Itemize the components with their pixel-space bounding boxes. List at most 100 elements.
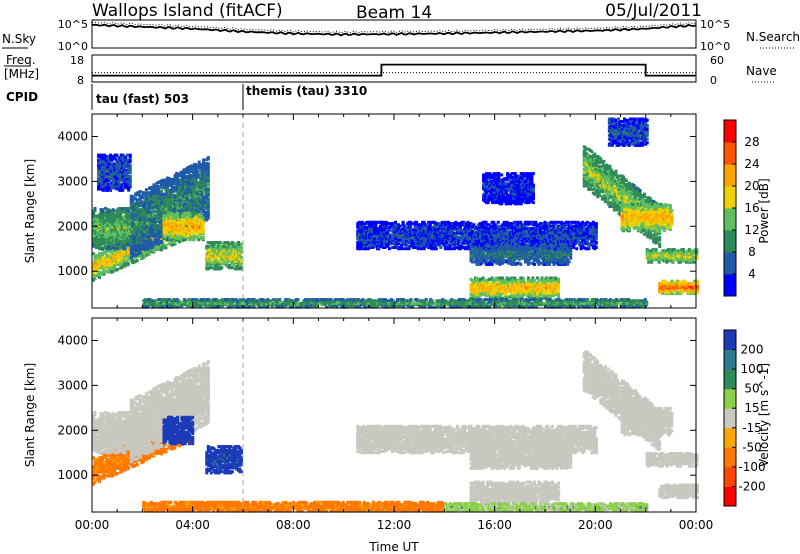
heatmap-cell — [128, 153, 132, 157]
heatmap-cell — [99, 225, 103, 229]
heatmap-cell — [114, 237, 118, 241]
heatmap-cell — [93, 217, 97, 220]
heatmap-cell — [235, 244, 239, 248]
heatmap-cell — [124, 156, 128, 160]
heatmap-cell — [190, 185, 194, 189]
heatmap-cell — [120, 209, 124, 213]
heatmap-cell — [173, 209, 177, 213]
heatmap-cell — [189, 220, 193, 224]
heatmap-cell — [173, 199, 177, 203]
heatmap-cell — [197, 210, 201, 214]
heatmap-cell — [187, 236, 191, 240]
heatmap-cell — [156, 184, 160, 188]
heatmap-cell — [180, 235, 184, 239]
noise-right-tick-bottom: 10^0 — [700, 40, 730, 53]
heatmap-cell — [203, 211, 207, 215]
heatmap-cell — [140, 247, 144, 251]
heatmap-cell — [93, 207, 97, 210]
heatmap-cell — [128, 215, 132, 219]
nave-label: Nave — [746, 64, 777, 78]
heatmap-cell — [113, 260, 117, 264]
heatmap-cell — [184, 171, 188, 175]
heatmap-cell — [188, 238, 192, 242]
heatmap-cell — [149, 211, 153, 215]
heatmap-cell — [123, 255, 127, 259]
heatmap-cell — [158, 212, 162, 216]
heatmap-cell — [215, 256, 219, 260]
heatmap-cell — [101, 258, 105, 262]
heatmap-cell — [115, 153, 119, 157]
heatmap-cell — [113, 218, 117, 222]
heatmap-cell — [188, 194, 192, 198]
heatmap-cell — [240, 246, 243, 250]
heatmap-cell — [160, 239, 163, 243]
heatmap-cell — [173, 206, 177, 210]
heatmap-cell — [141, 196, 145, 200]
heatmap-cell — [146, 196, 150, 200]
heatmap-cell — [99, 208, 103, 212]
heatmap-cell — [398, 224, 402, 228]
heatmap-cell — [119, 213, 123, 217]
heatmap-cell — [197, 223, 201, 227]
noise-right-tick-top: 10^5 — [700, 18, 730, 31]
heatmap-cell — [167, 177, 171, 180]
heatmap-cell — [392, 246, 396, 249]
heatmap-cell — [144, 188, 148, 192]
heatmap-cell — [220, 247, 224, 251]
station-title: Wallops Island (fitACF) — [92, 1, 283, 21]
heatmap-cell — [143, 223, 147, 226]
heatmap-cell — [143, 191, 147, 195]
heatmap-cell — [102, 267, 106, 271]
heatmap-cell — [203, 204, 207, 208]
heatmap-cell — [188, 176, 192, 180]
power-heatmap-cells — [92, 117, 699, 309]
heatmap-cell — [131, 205, 135, 209]
heatmap-cell — [189, 225, 193, 229]
heatmap-cell — [206, 187, 210, 191]
heatmap-cell — [202, 160, 206, 164]
heatmap-cell — [125, 239, 129, 243]
heatmap-cell — [135, 259, 139, 263]
heatmap-cell — [194, 163, 198, 167]
heatmap-cell — [394, 220, 397, 224]
heatmap-cell — [188, 174, 192, 177]
heatmap-cell — [173, 174, 177, 177]
heatmap-cell — [173, 219, 176, 223]
heatmap-cell — [206, 172, 210, 176]
heatmap-cell — [237, 267, 240, 271]
heatmap-cell — [123, 264, 127, 268]
heatmap-cell — [143, 199, 147, 203]
heatmap-cell — [174, 225, 178, 229]
heatmap-cell — [184, 168, 188, 172]
heatmap-cell — [152, 205, 156, 209]
heatmap-cell — [99, 237, 103, 241]
heatmap-cell — [111, 208, 115, 212]
heatmap-cell — [202, 173, 206, 177]
heatmap-cell — [203, 162, 207, 166]
heatmap-cell — [174, 216, 178, 220]
heatmap-cell — [110, 228, 114, 232]
heatmap-cell — [217, 258, 221, 262]
heatmap-cell — [179, 186, 183, 189]
heatmap-cell — [155, 234, 159, 238]
heatmap-cell — [170, 211, 173, 215]
noise-sky-line — [91, 23, 697, 37]
heatmap-cell — [449, 247, 453, 251]
freq-left-label: Freq. — [6, 53, 36, 67]
heatmap-cell — [439, 246, 443, 249]
heatmap-cell — [230, 266, 234, 270]
heatmap-cell — [220, 244, 224, 248]
heatmap-cell — [183, 238, 187, 242]
heatmap-cell — [143, 245, 147, 249]
heatmap-cell — [162, 214, 166, 218]
heatmap-cell — [202, 158, 206, 162]
heatmap-cell — [156, 187, 160, 191]
heatmap-cell — [205, 218, 209, 222]
heatmap-cell — [131, 195, 135, 199]
heatmap-cell — [201, 216, 205, 220]
heatmap-cell — [132, 252, 136, 256]
heatmap-cell — [102, 218, 106, 222]
heatmap-cell — [125, 153, 129, 157]
freq-line — [92, 63, 696, 77]
